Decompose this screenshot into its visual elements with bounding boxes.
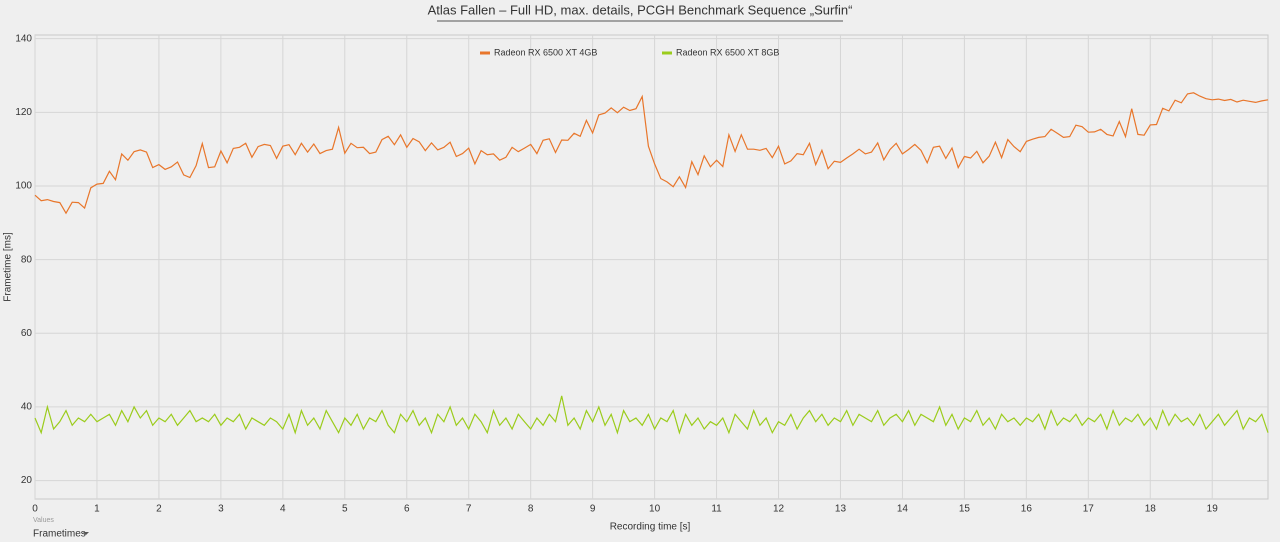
x-axis-label: Recording time [s]: [610, 522, 691, 533]
x-tick-label: 4: [280, 504, 286, 515]
y-tick-label: 60: [21, 328, 33, 339]
legend-label: Radeon RX 6500 XT 4GB: [494, 47, 597, 57]
y-tick-label: 140: [15, 33, 32, 44]
x-tick-label: 17: [1083, 504, 1095, 515]
series-line: [34, 395, 1269, 435]
x-tick-label: 12: [773, 504, 785, 515]
x-tick-label: 6: [404, 504, 410, 515]
x-tick-label: 18: [1145, 504, 1157, 515]
x-tick-label: 2: [156, 504, 162, 515]
series-line: [34, 92, 1269, 215]
x-tick-label: 19: [1207, 504, 1219, 515]
y-tick-label: 120: [15, 107, 32, 118]
y-axis-label: Frametime [ms]: [3, 232, 14, 302]
x-tick-label: 14: [897, 504, 909, 515]
plot-area: [34, 34, 1269, 500]
selector-arrow[interactable]: [83, 532, 89, 535]
x-tick-label: 16: [1021, 504, 1033, 515]
x-tick-label: 3: [218, 504, 224, 515]
x-sublabel: Values: [33, 517, 54, 524]
selector[interactable]: Frametimes: [33, 529, 86, 540]
y-tick-label: 80: [21, 254, 33, 265]
x-tick-label: 9: [590, 504, 596, 515]
x-tick-label: 10: [649, 504, 661, 515]
x-tick-label: 15: [959, 504, 971, 515]
y-tick-label: 100: [15, 181, 32, 192]
legend-label: Radeon RX 6500 XT 8GB: [676, 47, 779, 57]
x-tick-label: 1: [94, 504, 100, 515]
x-tick-label: 5: [342, 504, 348, 515]
y-tick-label: 40: [21, 402, 33, 413]
x-tick-label: 0: [32, 504, 38, 515]
x-tick-label: 13: [835, 504, 847, 515]
x-tick-label: 11: [711, 504, 722, 515]
chart-title: Atlas Fallen – Full HD, max. details, PC…: [428, 2, 853, 17]
x-tick-label: 7: [466, 504, 472, 515]
y-tick-label: 20: [21, 475, 33, 486]
x-tick-label: 8: [528, 504, 534, 515]
